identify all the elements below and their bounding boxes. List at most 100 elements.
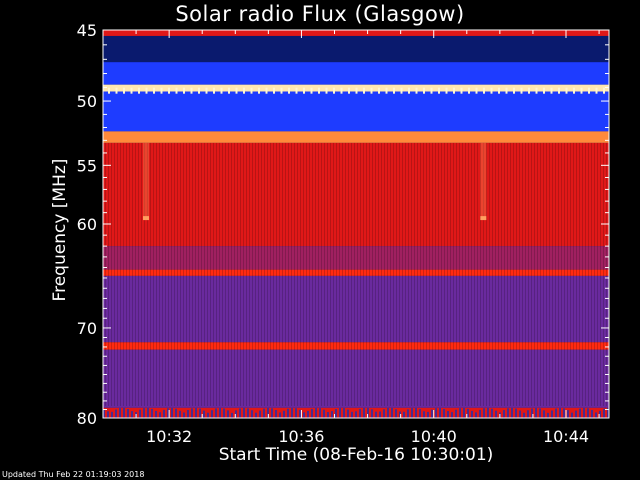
noise-bar	[343, 408, 345, 418]
noise-bar	[143, 408, 145, 418]
noise-bar	[339, 407, 341, 418]
x-tick-label: 10:44	[543, 427, 589, 446]
interference-ticks	[103, 87, 609, 94]
noise-bar	[355, 411, 357, 418]
noise-bar	[179, 410, 181, 418]
noise-bar	[439, 407, 441, 418]
noise-bar	[567, 410, 569, 418]
burst-feature	[142, 142, 149, 217]
noise-bar	[463, 407, 465, 418]
noise-bar	[399, 411, 401, 418]
noise-bar	[159, 412, 161, 418]
noise-bar	[283, 410, 285, 418]
noise-bar	[371, 409, 373, 418]
noise-bar	[527, 410, 529, 418]
noise-bar	[387, 407, 389, 418]
noise-bar	[359, 409, 361, 418]
plot-area	[103, 30, 609, 418]
noise-bar	[591, 409, 593, 418]
noise-bar	[423, 411, 425, 418]
noise-bar	[123, 407, 125, 418]
noise-bar	[291, 407, 293, 418]
y-tick-label: 50	[77, 92, 97, 111]
spectrum-band	[103, 35, 609, 63]
chart-title: Solar radio Flux (Glasgow)	[175, 2, 465, 26]
noise-bar	[247, 408, 249, 418]
noise-bar	[491, 408, 493, 418]
noise-bar	[495, 410, 497, 418]
noise-bar	[263, 408, 265, 418]
noise-bar	[103, 409, 105, 418]
noise-bar	[595, 412, 597, 418]
noise-bar	[539, 408, 541, 418]
noise-bar	[411, 408, 413, 418]
y-tick-label: 55	[77, 156, 97, 175]
noise-bar	[299, 409, 301, 418]
noise-bar	[127, 409, 129, 418]
noise-bar	[211, 410, 213, 418]
burst-spot	[480, 216, 487, 221]
x-tick-label: 10:40	[411, 427, 457, 446]
noise-bar	[335, 409, 337, 418]
noise-bar	[519, 410, 521, 418]
noise-bar	[363, 407, 365, 418]
noise-bar	[379, 411, 381, 418]
noise-bar	[555, 408, 557, 418]
noise-bar	[571, 412, 573, 418]
noise-bar	[479, 409, 481, 418]
noise-bar	[323, 409, 325, 418]
noise-bar	[459, 408, 461, 418]
axes: 45 50 55 60 70 80 10:32 10:36 10:40 10:44	[77, 21, 610, 446]
noise-bar	[451, 412, 453, 418]
noise-bar	[191, 408, 193, 418]
noise-bar	[319, 408, 321, 418]
noise-bar	[275, 410, 277, 418]
noise-bar	[171, 407, 173, 418]
noise-bar	[303, 412, 305, 418]
noise-bar	[523, 412, 525, 418]
noise-bar	[271, 408, 273, 418]
noise-bar	[175, 408, 177, 418]
noise-bar	[431, 409, 433, 418]
noise-bar	[455, 409, 457, 418]
noise-bar	[195, 407, 197, 418]
noise-bar	[119, 408, 121, 418]
noise-bar	[507, 408, 509, 418]
noise-bar	[367, 408, 369, 418]
noise-bar	[199, 408, 201, 418]
noise-bar	[531, 408, 533, 418]
noise-bar	[603, 408, 605, 418]
noise-bar	[403, 411, 405, 418]
noise-bar	[163, 409, 165, 418]
noise-bar	[447, 411, 449, 418]
noise-bar	[419, 409, 421, 418]
noise-bar	[183, 412, 185, 418]
noise-bar	[107, 411, 109, 418]
noise-bar	[347, 409, 349, 418]
noise-bar	[351, 411, 353, 418]
x-axis-label: Start Time (08-Feb-16 10:30:01)	[218, 445, 494, 465]
spectrum-band	[103, 91, 609, 132]
noise-bar	[315, 407, 317, 418]
y-tick-label: 45	[77, 21, 97, 40]
noise-bar	[415, 407, 417, 418]
noise-bar	[235, 410, 237, 418]
noise-bar	[511, 407, 513, 418]
noise-bar	[391, 407, 393, 418]
texture-overlay	[103, 142, 609, 407]
noise-bar	[207, 412, 209, 418]
noise-bar	[167, 408, 169, 418]
noise-bar	[151, 408, 153, 418]
noise-bar	[383, 409, 385, 418]
noise-bar	[395, 409, 397, 418]
noise-bar	[475, 412, 477, 418]
noise-bar	[427, 411, 429, 418]
y-tick-label: 60	[77, 215, 97, 234]
noise-bar	[535, 407, 537, 418]
noise-bar	[563, 408, 565, 418]
noise-bar	[231, 412, 233, 418]
noise-bar	[259, 410, 261, 418]
noise-bar	[243, 407, 245, 418]
noise-bar	[551, 410, 553, 418]
